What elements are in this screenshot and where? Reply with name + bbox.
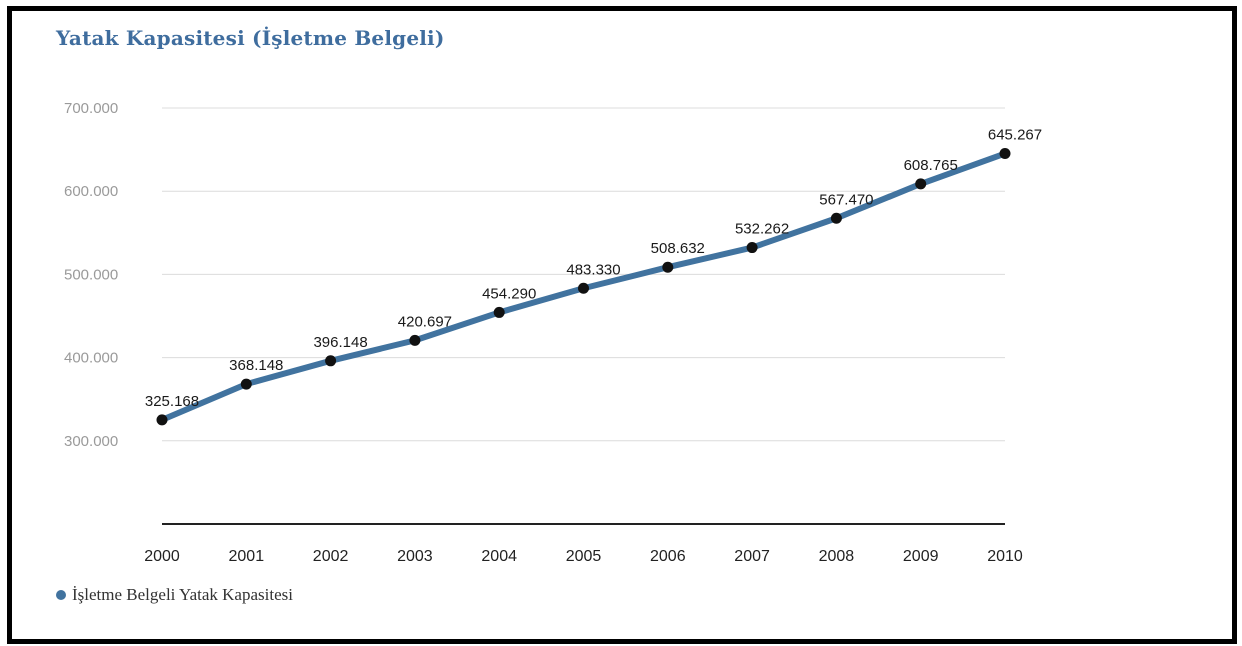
data-point bbox=[999, 148, 1011, 160]
y-tick-label: 300.000 bbox=[64, 433, 118, 450]
data-point bbox=[325, 355, 337, 367]
data-point bbox=[746, 242, 758, 254]
data-point bbox=[830, 212, 842, 224]
x-tick-label: 2008 bbox=[819, 548, 855, 565]
y-axis-ticks: 300.000 400.000 500.000 600.000 700.000 bbox=[64, 100, 118, 450]
chart-frame bbox=[7, 6, 1237, 644]
data-point bbox=[578, 282, 589, 294]
y-tick-label: 700.000 bbox=[64, 100, 118, 117]
data-label: 483.330 bbox=[566, 261, 620, 278]
data-label: 508.632 bbox=[651, 240, 705, 257]
x-tick-label: 2002 bbox=[313, 548, 349, 565]
data-label: 567.470 bbox=[819, 191, 873, 208]
legend-label: İşletme Belgeli Yatak Kapasitesi bbox=[72, 585, 293, 604]
x-tick-label: 2003 bbox=[397, 548, 433, 565]
x-axis-ticks: 2000 2001 2002 2003 2004 2005 2006 2007 2008 2009… bbox=[144, 548, 1023, 565]
legend-marker-icon bbox=[56, 590, 66, 600]
data-label: 420.697 bbox=[398, 313, 452, 330]
data-label: 645.267 bbox=[988, 127, 1042, 144]
data-label: 325.168 bbox=[145, 393, 199, 410]
data-point bbox=[915, 178, 927, 190]
data-labels: 325.168 368.148 396.148 420.697 454.290 483.3… bbox=[145, 127, 1042, 410]
data-label: 454.290 bbox=[482, 285, 536, 302]
data-point bbox=[409, 334, 421, 346]
data-point bbox=[240, 378, 252, 390]
data-label: 396.148 bbox=[313, 334, 367, 351]
data-points bbox=[156, 148, 1011, 426]
y-tick-label: 600.000 bbox=[64, 183, 118, 200]
x-tick-label: 2007 bbox=[734, 548, 770, 565]
x-tick-label: 2005 bbox=[566, 548, 602, 565]
data-label: 368.148 bbox=[229, 357, 283, 374]
grid-lines bbox=[162, 107, 1005, 442]
x-tick-label: 2009 bbox=[903, 548, 939, 565]
chart-title: Yatak Kapasitesi (İşletme Belgeli) bbox=[56, 26, 445, 50]
data-point bbox=[493, 306, 505, 318]
x-tick-label: 2001 bbox=[229, 548, 265, 565]
x-tick-label: 2006 bbox=[650, 548, 686, 565]
legend: İşletme Belgeli Yatak Kapasitesi bbox=[56, 585, 293, 605]
data-point bbox=[156, 414, 168, 426]
data-point bbox=[662, 261, 674, 273]
data-label: 608.765 bbox=[904, 157, 958, 174]
y-tick-label: 400.000 bbox=[64, 350, 118, 367]
x-tick-label: 2000 bbox=[144, 548, 180, 565]
data-label: 532.262 bbox=[735, 221, 789, 238]
x-tick-label: 2004 bbox=[481, 548, 517, 565]
x-tick-label: 2010 bbox=[987, 548, 1023, 565]
y-tick-label: 500.000 bbox=[64, 266, 118, 283]
